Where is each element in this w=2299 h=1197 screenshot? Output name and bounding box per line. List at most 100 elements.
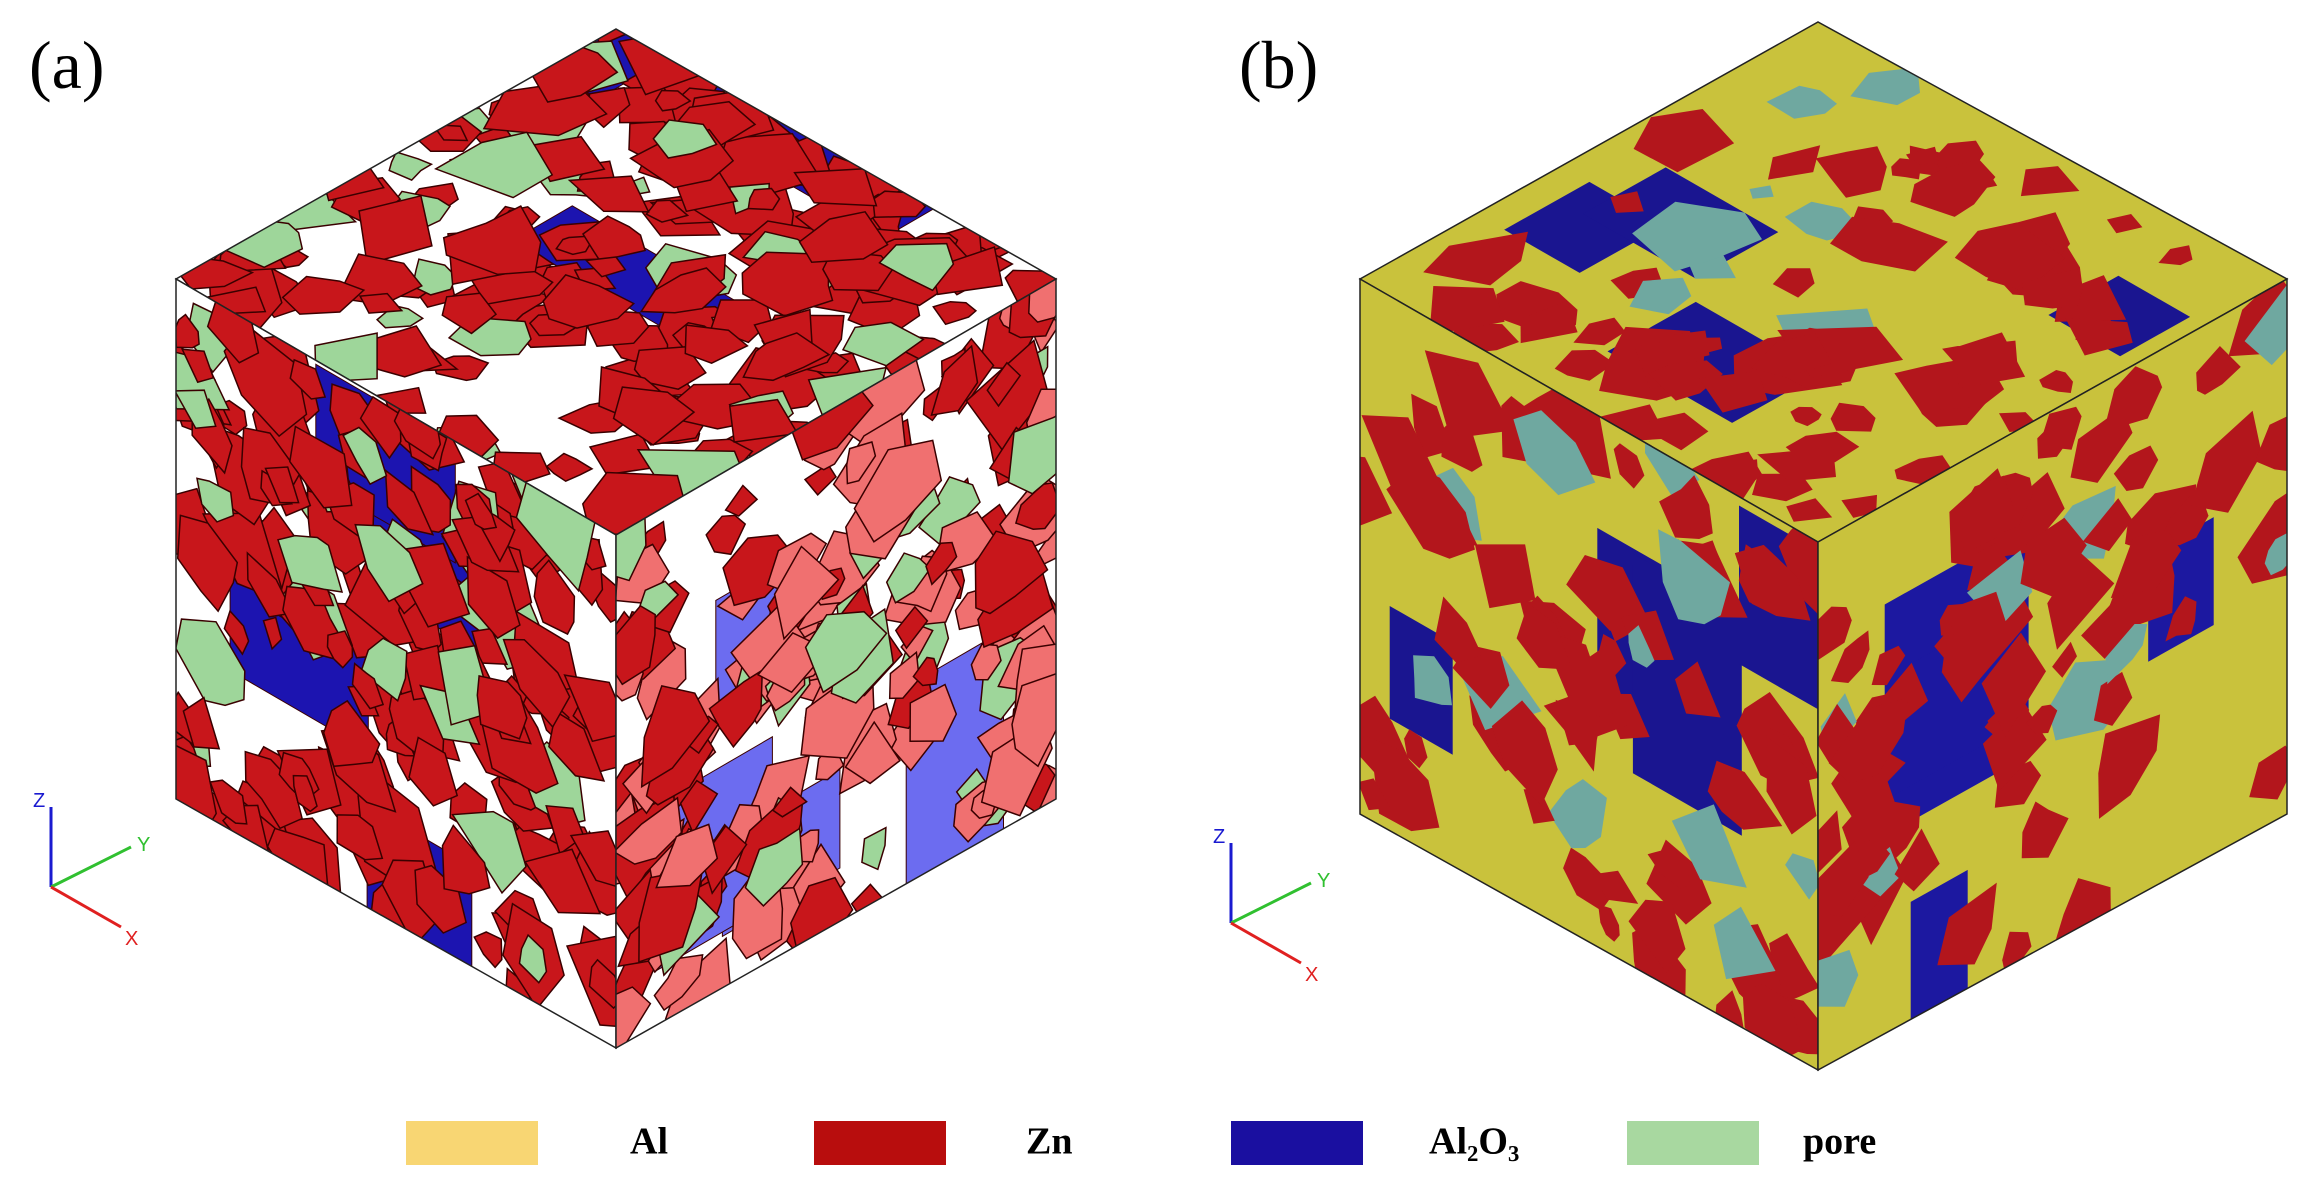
grain [1671,804,1747,888]
grain [1956,475,2014,554]
grain [476,674,528,740]
grain [1632,201,1762,272]
grain [2237,471,2287,584]
legend-swatch [406,1121,538,1165]
grain [434,131,554,199]
grain [246,551,294,618]
grain [742,332,831,382]
grain [176,313,200,349]
axis-label: Y [137,834,150,856]
grain [581,215,647,262]
grain [441,824,491,895]
grain [1603,612,1629,642]
grain [209,779,248,825]
grain [1768,145,1821,180]
grain [2158,494,2209,546]
grain [841,321,925,367]
grain [1452,644,1510,709]
grain [705,514,747,556]
grain [986,361,1022,408]
grain [2039,370,2073,393]
grain [2125,484,2197,551]
axis-x [50,885,122,929]
grain [1785,853,1818,900]
grain [533,559,576,636]
cube-face [1360,22,2287,542]
grain [2070,407,2133,483]
grain [793,167,878,207]
grain [2026,704,2058,734]
grain [1830,630,1870,683]
grain [2021,801,2069,859]
grain [1906,146,1940,165]
grain [639,267,727,314]
grain [1855,839,1891,881]
grain [900,624,934,665]
grain [1828,697,1909,784]
grain [2196,346,2241,395]
cube [174,28,1058,1050]
grain [1441,414,1483,472]
grain [932,300,978,326]
grain [1411,393,1452,458]
grain [1818,871,1883,971]
axis-label: Z [1213,826,1225,848]
grain [1453,367,1484,402]
grain [1871,645,1906,686]
grain [1011,669,1056,768]
grain [502,638,571,729]
grain [616,986,652,1048]
grain [2255,401,2287,472]
grain [473,931,503,969]
grain [2098,714,2161,819]
grain [2191,410,2262,513]
grain [1628,899,1686,973]
grain [724,484,759,517]
cube-face [616,279,1056,1048]
grain [1563,847,1610,911]
grain [930,344,979,417]
grain [1967,543,2011,594]
grain [1910,869,1968,1070]
grain [1830,216,1948,272]
grain [1424,350,1513,439]
grain [2165,596,2197,642]
grain [1707,760,1783,830]
legend: Al Zn Al₂O₃ pore [406,1121,1876,1165]
grain [2264,531,2287,576]
grain [804,610,888,694]
grain [1573,317,1626,346]
grain [262,616,283,651]
grain [1360,453,1393,527]
grain [1598,904,1620,942]
grain [2082,498,2133,552]
grain [180,348,215,384]
grain [1491,700,1558,806]
grain [384,468,435,536]
grain [1699,371,1768,413]
grain [326,630,354,669]
grain [2022,269,2084,309]
grain [741,251,834,317]
grain [616,604,656,686]
axis-triad: Z Y X [33,790,150,950]
grain [1648,360,1723,401]
grain [1981,632,2046,737]
grain [1954,222,2065,292]
grain [532,135,606,183]
grain [442,205,542,276]
grain [464,492,498,531]
grain [354,523,424,603]
grain [1633,109,1735,173]
legend-label: Zn [1026,1121,1072,1163]
grain [182,696,221,750]
grain [1766,85,1837,119]
grain [1543,693,1601,772]
grain [1523,789,1555,824]
grain [2020,517,2087,597]
grain [1014,482,1056,530]
grain [771,786,808,818]
grain [744,827,804,907]
grain [2113,445,2159,491]
grain [548,710,606,782]
